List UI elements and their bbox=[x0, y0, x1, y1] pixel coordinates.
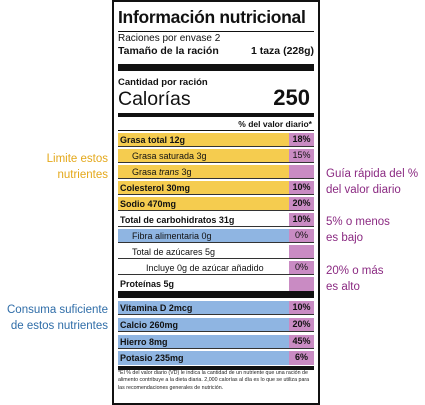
trans-fat-italic: trans bbox=[159, 167, 180, 177]
nutrient-dv: 10% bbox=[289, 181, 314, 194]
enough-nutrients-annotation: Consuma suficiente de estos nutrientes bbox=[7, 302, 108, 334]
low-line-1: 5% o menos bbox=[326, 216, 390, 228]
nutrient-dv: 45% bbox=[289, 335, 314, 348]
nutrient-dv bbox=[289, 277, 314, 291]
servings-per-container: Raciones por envase 2 bbox=[118, 33, 221, 44]
nutrient-name: Incluye 0g de azúcar añadido bbox=[146, 263, 264, 273]
serving-size-value: 1 taza (228g) bbox=[250, 45, 314, 57]
row-total-carbohydrate: Total de carbohidratos 31g 10% bbox=[118, 213, 314, 227]
high-line-2: es alto bbox=[326, 281, 360, 293]
row-sodium: Sodio 470mg 20% bbox=[118, 197, 314, 211]
nutrient-dv bbox=[289, 245, 314, 258]
row-iron: Hierro 8mg 45% bbox=[118, 335, 314, 349]
nutrient-dv: 0% bbox=[289, 229, 314, 242]
calories-row: Calorías 250 bbox=[118, 85, 314, 111]
low-annotation: 5% o menos es bajo bbox=[326, 214, 390, 246]
serving-divider bbox=[118, 64, 314, 71]
calories-label: Calorías bbox=[118, 88, 191, 110]
nutrient-dv: 18% bbox=[289, 133, 314, 146]
nutrient-name: Sodio 470mg bbox=[120, 199, 177, 209]
row-trans-fat: Grasa trans 3g bbox=[118, 165, 314, 179]
enough-line-1: Consuma suficiente bbox=[7, 304, 108, 316]
calories-divider bbox=[118, 113, 314, 117]
nutrient-name: Grasa total 12g bbox=[120, 135, 186, 145]
nutrient-name: Grasa trans 3g bbox=[132, 167, 192, 177]
row-potassium: Potasio 235mg 6% bbox=[118, 351, 314, 365]
nutrient-name: Potasio 235mg bbox=[120, 353, 184, 363]
row-vitamin-d: Vitamina D 2mcg 10% bbox=[118, 301, 314, 315]
nutrient-dv: 0% bbox=[289, 261, 314, 274]
row-total-fat: Grasa total 12g 18% bbox=[118, 133, 314, 147]
row-protein: Proteínas 5g bbox=[118, 277, 314, 291]
limit-nutrients-annotation: Limite estos nutrientes bbox=[47, 151, 108, 183]
nutrient-dv bbox=[289, 165, 314, 178]
nutrient-name: Vitamina D 2mcg bbox=[120, 303, 193, 313]
footnote: *El % del valor diario (VD) le indica la… bbox=[118, 370, 310, 391]
nutrient-dv: 20% bbox=[289, 318, 314, 331]
daily-value-header: % del valor diario* bbox=[238, 119, 312, 129]
label-title: Información nutricional bbox=[118, 7, 306, 27]
nutrient-dv: 10% bbox=[289, 301, 314, 314]
footnote-divider bbox=[118, 366, 314, 370]
low-line-2: es bajo bbox=[326, 232, 364, 244]
serving-size: Tamaño de la ración 1 taza (228g) bbox=[118, 45, 314, 57]
enough-line-2: de estos nutrientes bbox=[10, 320, 108, 332]
nutrient-name: Total de carbohidratos 31g bbox=[120, 215, 235, 225]
trans-fat-suffix: 3g bbox=[179, 167, 192, 177]
row-added-sugars: Incluye 0g de azúcar añadido 0% bbox=[118, 261, 314, 275]
nutrient-name: Fibra alimentaria 0g bbox=[132, 231, 212, 241]
protein-divider bbox=[118, 291, 314, 298]
amount-per-serving: Cantidad por ración bbox=[118, 77, 208, 88]
trans-fat-prefix: Grasa bbox=[132, 167, 160, 177]
limit-line-2: nutrientes bbox=[57, 169, 108, 181]
nutrient-dv: 6% bbox=[289, 351, 314, 365]
row-dietary-fiber: Fibra alimentaria 0g 0% bbox=[118, 229, 314, 243]
row-calcium: Calcio 260mg 20% bbox=[118, 318, 314, 332]
high-line-1: 20% o más bbox=[326, 265, 384, 277]
row-saturated-fat: Grasa saturada 3g 15% bbox=[118, 149, 314, 163]
guide-line-2: del valor diario bbox=[326, 184, 401, 196]
nutrient-name: Hierro 8mg bbox=[120, 337, 168, 347]
serving-size-label: Tamaño de la ración bbox=[118, 45, 219, 57]
nutrient-dv: 15% bbox=[289, 149, 314, 162]
dv-guide-annotation: Guía rápida del % del valor diario bbox=[326, 166, 418, 198]
nutrient-name: Grasa saturada 3g bbox=[132, 151, 207, 161]
row-total-sugars: Total de azúcares 5g bbox=[118, 245, 314, 259]
nutrient-name: Total de azúcares 5g bbox=[132, 247, 216, 257]
title-rule bbox=[118, 31, 314, 32]
nutrition-facts-label: Información nutricional Raciones por env… bbox=[112, 0, 320, 405]
dv-header-rule bbox=[118, 130, 314, 131]
nutrient-name: Calcio 260mg bbox=[120, 320, 179, 330]
high-annotation: 20% o más es alto bbox=[326, 263, 384, 295]
nutrient-dv: 10% bbox=[289, 213, 314, 226]
nutrient-name: Proteínas 5g bbox=[120, 279, 175, 289]
guide-line-1: Guía rápida del % bbox=[326, 168, 419, 180]
nutrient-name: Colesterol 30mg bbox=[120, 183, 191, 193]
limit-line-1: Limite estos bbox=[46, 153, 108, 165]
calories-value: 250 bbox=[273, 85, 310, 110]
nutrient-dv: 20% bbox=[289, 197, 314, 210]
row-cholesterol: Colesterol 30mg 10% bbox=[118, 181, 314, 195]
